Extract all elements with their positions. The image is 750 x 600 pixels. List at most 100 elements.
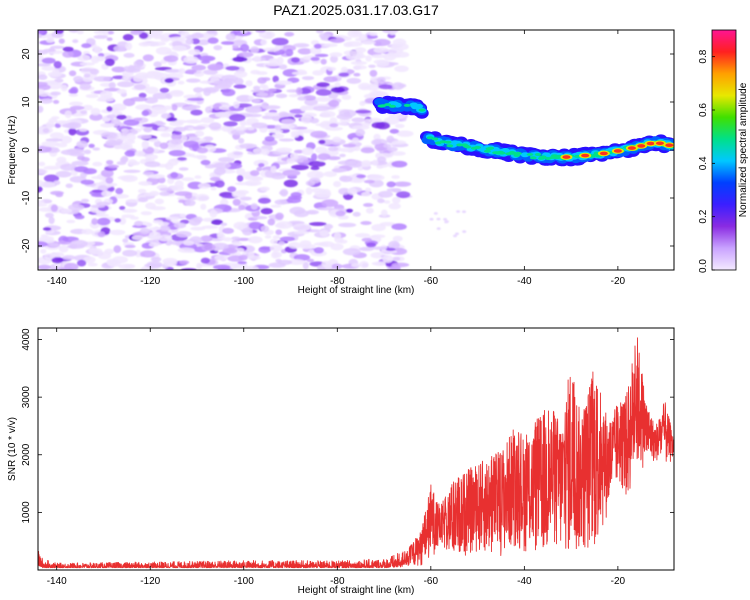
noise-blob [145,71,164,77]
noise-blob [366,242,377,248]
noise-blob [347,159,363,168]
noise-blob [209,176,221,182]
spectrogram-x-tick-label: -140 [47,276,67,287]
noise-blob [76,30,84,35]
noise-blob [191,64,206,71]
noise-blob [258,246,271,254]
noise-speck [456,210,461,213]
noise-blob [396,191,411,199]
noise-blob [392,242,400,249]
noise-blob [250,70,261,75]
noise-blob [122,249,138,257]
snr-y-axis: 1000 2000 3000 4000 [21,328,674,524]
noise-blob [62,123,79,129]
noise-blob [237,261,247,265]
snr-y-tick-label: 1000 [21,501,32,524]
noise-blob [142,54,154,62]
noise-blob [141,110,150,117]
signal-track-cell [431,137,439,141]
noise-blob [269,244,283,252]
noise-blob [275,147,293,153]
noise-blob [333,181,342,188]
noise-blob [74,166,89,173]
noise-blob [353,72,361,77]
noise-blob [124,150,136,157]
noise-blob [116,114,127,120]
noise-blob [275,80,293,86]
noise-blob [159,142,169,150]
noise-blob [350,263,362,268]
noise-blob [46,81,63,90]
noise-blob [264,105,281,110]
noise-blob [361,160,372,167]
signal-track-cell [539,155,547,159]
noise-blob [253,216,268,220]
noise-blob [196,147,209,154]
noise-blob [125,199,143,203]
noise-blob [196,262,203,270]
noise-blob [347,187,358,195]
noise-blob [238,204,246,211]
noise-blob [253,55,262,63]
noise-blob [40,181,56,188]
noise-blob [65,183,73,189]
noise-blob [247,255,261,260]
noise-blob [372,91,389,98]
noise-blob [106,114,117,119]
signal-track-cell [526,153,534,156]
snr-x-tick-label: -60 [424,576,439,587]
noise-blob [106,37,113,41]
snr-x-tick-label: -40 [517,576,532,587]
noise-blob [267,218,276,226]
noise-blob [242,227,253,236]
signal-track-cell [403,103,411,107]
noise-blob [288,242,302,249]
noise-blob [43,48,57,53]
noise-blob [231,241,243,246]
noise-blob [394,65,409,73]
noise-blob [185,69,197,74]
noise-blob [159,87,170,93]
noise-blob [146,222,153,227]
noise-blob [275,229,283,235]
noise-blob [81,43,92,49]
noise-blob [231,190,246,199]
noise-blob [92,161,103,167]
noise-blob [235,126,248,131]
noise-blob [58,245,69,253]
noise-blob [252,99,261,103]
noise-blob [38,185,43,193]
noise-blob [391,262,410,268]
noise-blob [326,156,341,161]
noise-blob [160,132,172,138]
noise-blob [38,200,45,204]
noise-blob [291,164,309,171]
noise-blob [178,68,186,75]
noise-blob [278,138,295,142]
noise-blob [293,230,310,235]
noise-blob [134,84,146,90]
noise-blob [275,93,288,99]
noise-blob [210,187,217,191]
noise-blob [38,161,46,167]
noise-blob [260,207,273,215]
noise-speck [429,217,434,221]
noise-blob [185,199,196,207]
colorbar-label: Normalized spectral amplitude [738,82,749,217]
snr-x-tick-label: -100 [234,576,254,587]
noise-blob [293,223,311,231]
noise-blob [396,130,414,137]
noise-blob [38,91,50,97]
noise-blob [157,234,173,242]
noise-blob [352,211,361,217]
noise-blob [68,70,77,77]
noise-blob [201,243,216,251]
spectrogram-x-tick-label: -20 [611,276,626,287]
noise-blob [283,179,298,188]
noise-blob [183,94,197,99]
noise-blob [252,147,265,155]
noise-speck [444,220,449,224]
noise-blob [197,39,210,46]
noise-blob [113,245,122,254]
noise-blob [152,33,164,40]
